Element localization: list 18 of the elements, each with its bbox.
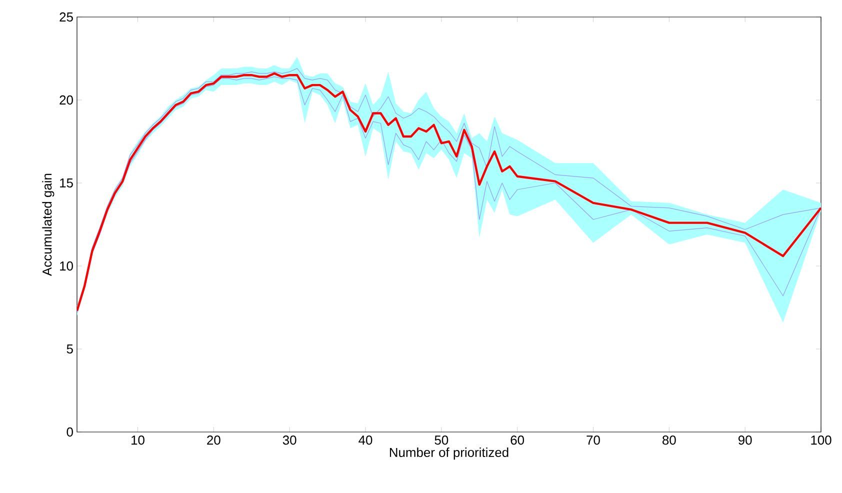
x-axis-title: Number of prioritized (390, 448, 508, 460)
x-tick-label: 80 (662, 436, 676, 445)
y-tick-label: 5 (66, 344, 73, 354)
x-tick-label: 10 (132, 436, 144, 445)
x-tick-label: 70 (586, 436, 600, 445)
x-tick-label: 90 (738, 436, 752, 445)
x-tick-label: 60 (510, 436, 524, 445)
y-tick-label: 15 (60, 178, 73, 188)
y-tick-label: 0 (66, 427, 73, 437)
x-tick-label: 50 (434, 436, 448, 445)
y-axis-title: Accumulated gain (42, 174, 54, 276)
y-tick-label: 20 (60, 95, 73, 105)
y-tick-label: 25 (60, 12, 73, 22)
x-tick-label: 20 (207, 436, 220, 445)
x-tick-label: 30 (282, 436, 296, 445)
x-tick-label: 40 (358, 436, 372, 445)
x-tick-label: 100 (811, 436, 832, 445)
y-tick-label: 10 (60, 261, 73, 271)
